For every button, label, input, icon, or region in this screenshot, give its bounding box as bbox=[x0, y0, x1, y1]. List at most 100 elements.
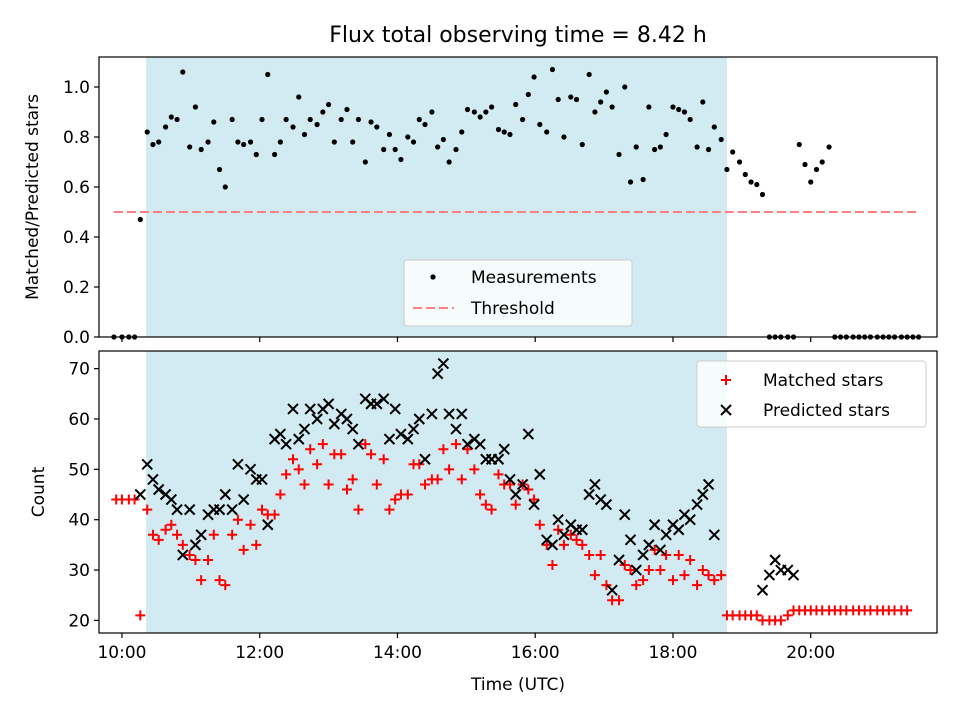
count-y-axis-label: Count bbox=[29, 466, 49, 517]
measurement-point bbox=[405, 134, 411, 140]
matched-star-point bbox=[336, 449, 347, 460]
measurement-point bbox=[156, 139, 162, 145]
legend-threshold-label: Threshold bbox=[470, 299, 555, 319]
measurement-point bbox=[283, 116, 289, 123]
measurement-point bbox=[808, 179, 814, 185]
predicted-star-point bbox=[237, 493, 250, 506]
x-tick-label: 14:00 bbox=[373, 643, 422, 663]
measurement-point bbox=[416, 116, 422, 123]
count-panel: 10:00 12:00 14:00 16:00 18:00 20:00 20 30 40 50 60… bbox=[29, 350, 938, 663]
measurement-point bbox=[259, 116, 265, 123]
predicted-star-point bbox=[708, 529, 721, 541]
matched-star-point bbox=[360, 439, 371, 450]
matched-star-point bbox=[534, 519, 545, 530]
matched-star-point bbox=[214, 575, 225, 586]
legend-predicted-label: Predicted stars bbox=[763, 401, 890, 421]
y-tick-label: 0.0 bbox=[63, 328, 90, 348]
predicted-star-point bbox=[304, 403, 316, 415]
predicted-star-point bbox=[426, 408, 438, 420]
predicted-star-point bbox=[461, 438, 474, 450]
legend-matched-marker bbox=[721, 375, 731, 385]
measurement-point bbox=[471, 109, 477, 115]
chart-title: Flux total observing time = 8.42 h bbox=[329, 23, 707, 48]
predicted-star-point bbox=[673, 524, 685, 536]
measurement-point bbox=[573, 96, 580, 103]
matched-star-point bbox=[782, 610, 793, 621]
measurement-point bbox=[579, 141, 585, 148]
matched-star-point bbox=[902, 605, 913, 616]
matched-star-point bbox=[245, 519, 256, 530]
measurement-point bbox=[531, 74, 537, 80]
matched-star-point bbox=[323, 479, 334, 490]
measurement-point bbox=[670, 104, 676, 110]
predicted-star-point bbox=[431, 367, 444, 380]
measurement-point bbox=[549, 66, 556, 73]
predicted-star-point bbox=[341, 413, 353, 425]
measurement-point bbox=[663, 131, 669, 138]
matched-star-point bbox=[432, 474, 443, 485]
measurement-point bbox=[646, 104, 652, 110]
predicted-star-point bbox=[528, 498, 540, 511]
matched-star-point bbox=[486, 504, 497, 515]
predicted-star-point bbox=[328, 418, 341, 430]
measurement-point bbox=[754, 181, 760, 188]
measurement-point bbox=[796, 141, 802, 148]
measurement-point bbox=[229, 116, 235, 123]
predicted-star-point bbox=[244, 463, 257, 476]
measurement-point bbox=[681, 109, 688, 115]
measurement-point bbox=[483, 109, 489, 115]
predicted-star-point bbox=[600, 498, 613, 511]
measurement-point bbox=[301, 131, 308, 138]
predicted-star-point bbox=[402, 433, 414, 445]
predicted-star-point bbox=[498, 443, 510, 455]
matched-star-point bbox=[685, 554, 696, 565]
predicted-star-point bbox=[141, 458, 153, 471]
measurement-point bbox=[464, 106, 471, 113]
matched-star-point bbox=[541, 539, 552, 550]
matched-star-point bbox=[480, 499, 491, 510]
matched-star-point bbox=[529, 494, 540, 505]
predicted-star-point bbox=[311, 413, 323, 425]
measurement-point bbox=[180, 69, 186, 75]
matched-star-point bbox=[293, 464, 304, 475]
matched-star-point bbox=[649, 544, 660, 555]
y-tick-label: 60 bbox=[68, 410, 90, 430]
predicted-stars-points bbox=[134, 357, 800, 596]
matched-star-point bbox=[384, 504, 395, 515]
measurement-point bbox=[568, 94, 574, 100]
ratio-panel-ticks: 0.0 0.2 0.4 0.6 0.8 1.0 bbox=[63, 78, 812, 348]
predicted-star-point bbox=[552, 513, 564, 526]
matched-star-point bbox=[390, 494, 401, 505]
matched-star-point bbox=[469, 464, 480, 475]
matched-star-point bbox=[177, 539, 188, 550]
measurement-point bbox=[144, 129, 150, 135]
predicted-star-point bbox=[589, 478, 601, 491]
measurement-point bbox=[459, 129, 465, 135]
matched-star-point bbox=[697, 565, 708, 576]
predicted-star-point bbox=[165, 493, 178, 506]
matched-star-point bbox=[402, 489, 413, 500]
y-tick-label: 40 bbox=[68, 511, 90, 531]
measurement-point bbox=[603, 89, 609, 95]
predicted-star-point bbox=[389, 403, 401, 415]
matched-star-point bbox=[208, 529, 219, 540]
matched-star-point bbox=[196, 575, 207, 586]
measurement-point bbox=[392, 146, 398, 153]
measurement-point bbox=[513, 101, 519, 108]
predicted-star-point bbox=[287, 403, 299, 415]
matched-star-point bbox=[420, 479, 431, 490]
predicted-star-point bbox=[256, 473, 268, 486]
predicted-star-point bbox=[697, 488, 709, 501]
measurement-point bbox=[453, 146, 459, 153]
predicted-star-point bbox=[504, 473, 516, 486]
measurement-point bbox=[525, 91, 531, 98]
measurement-point bbox=[374, 124, 380, 130]
predicted-star-point bbox=[298, 423, 311, 435]
predicted-star-point bbox=[280, 438, 292, 450]
measurement-point bbox=[174, 116, 180, 123]
measurement-point bbox=[192, 104, 199, 110]
measurement-point bbox=[314, 121, 320, 128]
count-panel-ticks: 10:00 12:00 14:00 16:00 18:00 20:00 20 30 40 50 60… bbox=[68, 360, 835, 663]
matched-star-point bbox=[462, 444, 473, 455]
